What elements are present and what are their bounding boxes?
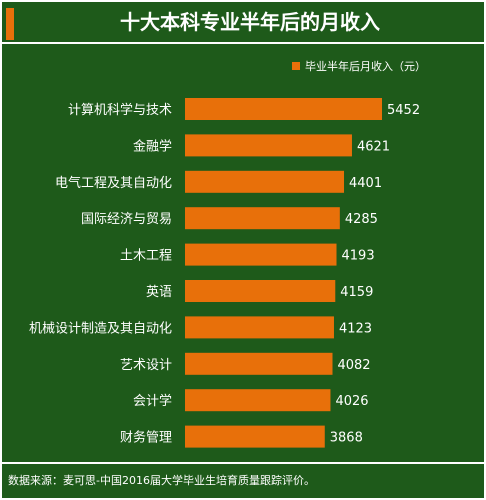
chart-area: 毕业半年后月收入（元） 计算机科学与技术 5452 金融学 4621 电气工程及其自动化… (2, 44, 484, 462)
bar-chart: 毕业半年后月收入（元） 计算机科学与技术 5452 金融学 4621 电气工程及其自动化… (29, 59, 426, 448)
legend-label: 毕业半年后月收入（元） (305, 59, 426, 73)
bar (185, 280, 336, 302)
value-label: 4082 (337, 358, 370, 373)
title-bar: 十大本科专业半年后的月收入 (2, 2, 484, 42)
bar (185, 425, 325, 448)
value-label: 4159 (340, 285, 373, 300)
value-label: 5452 (387, 103, 420, 118)
category-label: 财务管理 (120, 430, 172, 446)
bar (185, 134, 352, 157)
source-note: 数据来源：麦可思-中国2016届大学毕业生培育质量跟踪评价。 (2, 464, 484, 498)
bar (185, 170, 345, 193)
category-label: 机械设计制造及其自动化 (29, 321, 172, 336)
title-accent-marker (6, 8, 14, 40)
category-label: 艺术设计 (120, 358, 172, 373)
value-label: 4193 (342, 249, 375, 264)
bar (185, 316, 334, 339)
category-label: 国际经济与贸易 (81, 212, 172, 227)
bars-group: 计算机科学与技术 5452 金融学 4621 电气工程及其自动化 4401 国际经济与贸易 4… (29, 98, 420, 448)
value-label: 4285 (345, 212, 378, 227)
legend: 毕业半年后月收入（元） (292, 59, 426, 73)
value-label: 3868 (330, 431, 363, 446)
bar (185, 352, 333, 375)
bar (185, 207, 340, 230)
value-label: 4621 (357, 139, 390, 154)
chart-title: 十大本科专业半年后的月收入 (120, 10, 380, 34)
category-label: 计算机科学与技术 (68, 102, 172, 118)
category-label: 土木工程 (120, 249, 172, 264)
value-label: 4123 (339, 321, 372, 336)
category-label: 电气工程及其自动化 (55, 175, 172, 191)
value-label: 4026 (335, 394, 368, 409)
legend-swatch (292, 62, 300, 70)
bar (185, 98, 382, 120)
bar (185, 243, 337, 266)
category-label: 金融学 (133, 138, 172, 154)
category-label: 会计学 (133, 393, 172, 409)
bar (185, 389, 331, 412)
category-label: 英语 (146, 285, 172, 300)
value-label: 4401 (349, 176, 382, 191)
